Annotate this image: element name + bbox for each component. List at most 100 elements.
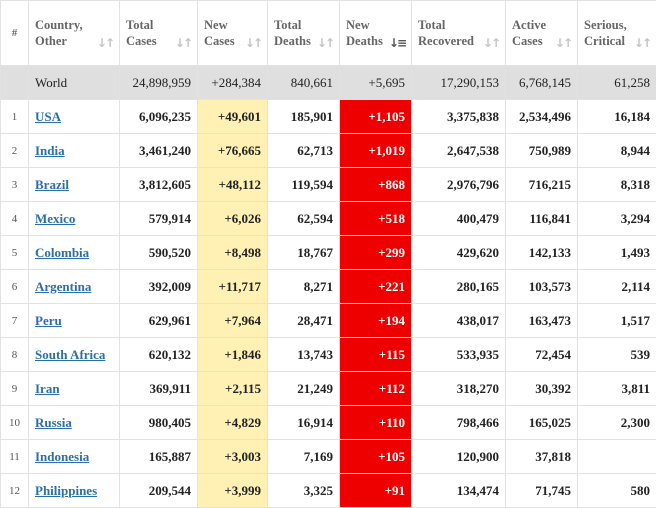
sort-arrows-icon[interactable]: ↓↑ (316, 36, 335, 50)
country-link[interactable]: Brazil (35, 176, 69, 192)
header-country-line1: Country, (35, 18, 83, 32)
row-new-deaths: +194 (339, 303, 412, 338)
header-total-deaths[interactable]: Total Deaths ↓↑ (267, 0, 340, 66)
sort-descending-icon[interactable]: ↓≡ (388, 36, 407, 50)
header-active-cases[interactable]: Active Cases ↓↑ (505, 0, 578, 66)
row-serious-critical: 2,114 (577, 269, 656, 304)
row-total-deaths: 28,471 (267, 303, 340, 338)
row-new-cases: +3,003 (197, 439, 268, 474)
row-new-cases: +7,964 (197, 303, 268, 338)
row-rank: 10 (0, 405, 29, 440)
row-total-deaths: 8,271 (267, 269, 340, 304)
country-link[interactable]: Russia (35, 414, 72, 430)
country-link[interactable]: Argentina (35, 278, 92, 294)
row-rank: 8 (0, 337, 29, 372)
row-country: Philippines (28, 473, 120, 508)
row-new-deaths: +221 (339, 269, 412, 304)
row-total-cases: 980,405 (119, 405, 198, 440)
sort-arrows-icon[interactable]: ↓↑ (554, 36, 573, 50)
row-total-recovered: 400,479 (411, 201, 506, 236)
country-link[interactable]: Peru (35, 312, 62, 328)
row-total-deaths: 119,594 (267, 167, 340, 202)
header-serious-critical-line2: Critical (584, 34, 625, 48)
row-new-cases: +6,026 (197, 201, 268, 236)
header-new-deaths-line2: Deaths (346, 34, 383, 48)
country-link[interactable]: Mexico (35, 210, 76, 226)
world-new-cases: +284,384 (197, 65, 268, 100)
country-link[interactable]: Indonesia (35, 448, 90, 464)
country-link[interactable]: Philippines (35, 482, 98, 498)
world-serious-critical: 61,258 (577, 65, 656, 100)
sort-arrows-icon[interactable]: ↓↑ (174, 36, 193, 50)
row-country: Argentina (28, 269, 120, 304)
row-active-cases: 165,025 (505, 405, 578, 440)
country-link[interactable]: Colombia (35, 244, 90, 260)
header-total-cases[interactable]: Total Cases ↓↑ (119, 0, 198, 66)
row-serious-critical: 16,184 (577, 99, 656, 134)
header-total-cases-line1: Total (126, 18, 154, 32)
table-row: 3 Brazil 3,812,605 +48,112 119,594 +868 2,976,… (0, 167, 656, 202)
country-link[interactable]: USA (35, 108, 62, 124)
row-new-deaths: +1,105 (339, 99, 412, 134)
row-total-cases: 392,009 (119, 269, 198, 304)
row-total-recovered: 3,375,838 (411, 99, 506, 134)
row-new-cases: +1,846 (197, 337, 268, 372)
row-total-recovered: 280,165 (411, 269, 506, 304)
row-total-deaths: 21,249 (267, 371, 340, 406)
header-new-deaths[interactable]: New Deaths ↓≡ (339, 0, 412, 66)
row-new-cases: +4,829 (197, 405, 268, 440)
row-total-recovered: 134,474 (411, 473, 506, 508)
row-rank: 9 (0, 371, 29, 406)
row-new-deaths: +110 (339, 405, 412, 440)
header-rank: # (0, 0, 29, 66)
row-total-deaths: 7,169 (267, 439, 340, 474)
header-country[interactable]: Country, Other ↓↑ (28, 0, 120, 66)
header-active-cases-line1: Active (512, 18, 547, 32)
world-active-cases: 6,768,145 (505, 65, 578, 100)
row-new-deaths: +105 (339, 439, 412, 474)
sort-arrows-icon[interactable]: ↓↑ (482, 36, 501, 50)
country-link[interactable]: Iran (35, 380, 60, 396)
table-row: 6 Argentina 392,009 +11,717 8,271 +221 280,165… (0, 269, 656, 304)
header-new-deaths-line1: New (346, 18, 370, 32)
world-total-row: World 24,898,959 +284,384 840,661 +5,695… (0, 65, 656, 100)
row-country: Russia (28, 405, 120, 440)
row-new-cases: +11,717 (197, 269, 268, 304)
header-serious-critical[interactable]: Serious, Critical ↓↑ (577, 0, 656, 66)
header-country-line2: Other (35, 34, 67, 48)
table-row: 11 Indonesia 165,887 +3,003 7,169 +105 120,900… (0, 439, 656, 474)
row-new-cases: +3,999 (197, 473, 268, 508)
sort-arrows-icon[interactable]: ↓↑ (96, 36, 115, 50)
header-total-recovered[interactable]: Total Recovered ↓↑ (411, 0, 506, 66)
row-serious-critical: 3,294 (577, 201, 656, 236)
header-total-deaths-line1: Total (274, 18, 302, 32)
row-country: Colombia (28, 235, 120, 270)
row-serious-critical: 1,517 (577, 303, 656, 338)
row-total-recovered: 2,976,796 (411, 167, 506, 202)
row-new-deaths: +91 (339, 473, 412, 508)
row-country: India (28, 133, 120, 168)
row-country: South Africa (28, 337, 120, 372)
row-rank: 2 (0, 133, 29, 168)
row-rank: 12 (0, 473, 29, 508)
row-total-cases: 209,544 (119, 473, 198, 508)
table-row: 1 USA 6,096,235 +49,601 185,901 +1,105 3,375,8… (0, 99, 656, 134)
header-serious-critical-line1: Serious, (584, 18, 627, 32)
row-country: Peru (28, 303, 120, 338)
country-link[interactable]: South Africa (35, 346, 106, 362)
row-active-cases: 163,473 (505, 303, 578, 338)
row-total-cases: 590,520 (119, 235, 198, 270)
row-total-deaths: 62,713 (267, 133, 340, 168)
table-row: 7 Peru 629,961 +7,964 28,471 +194 438,017 163,4… (0, 303, 656, 338)
header-total-recovered-line1: Total (418, 18, 446, 32)
header-total-recovered-line2: Recovered (418, 34, 474, 48)
header-new-cases[interactable]: New Cases ↓↑ (197, 0, 268, 66)
sort-arrows-icon[interactable]: ↓↑ (633, 36, 652, 50)
header-new-cases-line1: New (204, 18, 228, 32)
country-link[interactable]: India (35, 142, 65, 158)
row-serious-critical: 8,944 (577, 133, 656, 168)
sort-arrows-icon[interactable]: ↓↑ (244, 36, 263, 50)
row-country: Iran (28, 371, 120, 406)
row-new-deaths: +299 (339, 235, 412, 270)
